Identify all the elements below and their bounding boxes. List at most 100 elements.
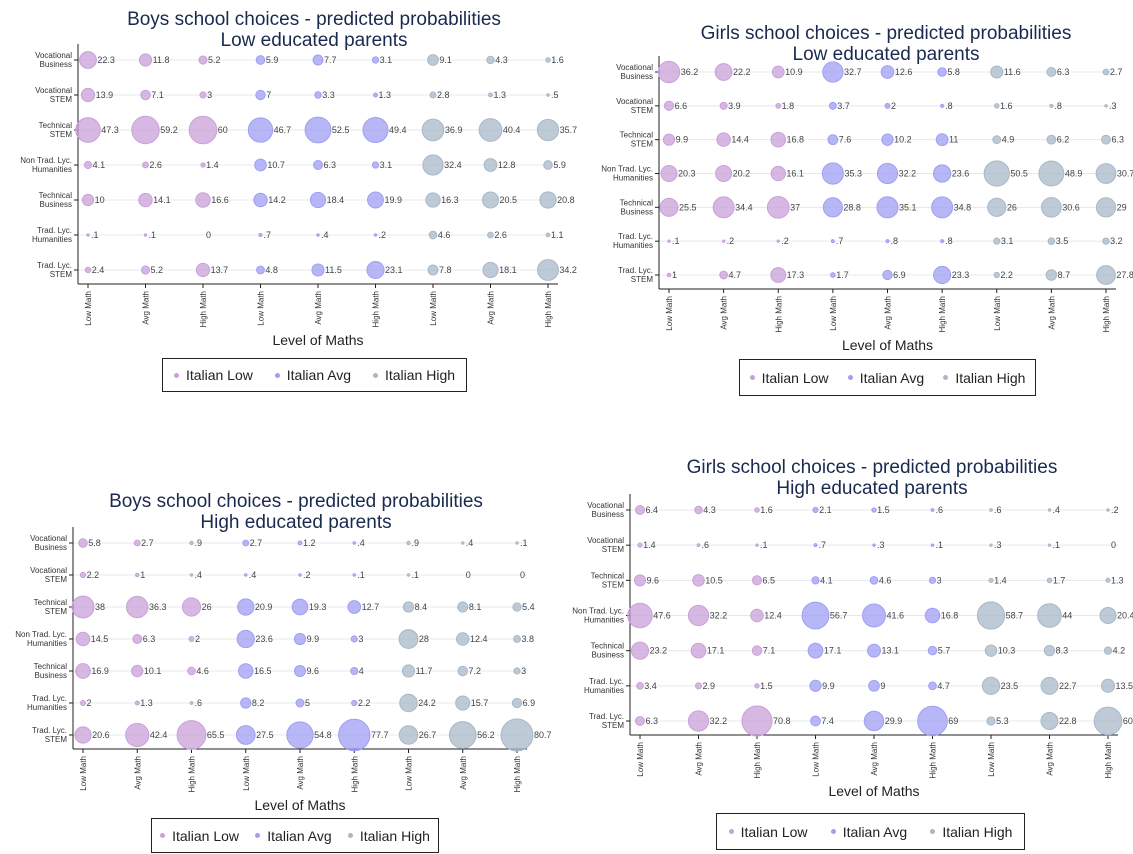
bubble-marker: [427, 264, 439, 276]
chart-panel-1: Boys school choices - predicted probabil…: [20, 9, 577, 348]
data-label: .2: [379, 230, 387, 240]
bubble-marker: [830, 239, 835, 244]
data-label: 1.6: [551, 55, 564, 65]
bubble-marker: [990, 65, 1004, 79]
bubble-marker: [80, 87, 96, 103]
data-label: .2: [781, 236, 789, 246]
chart-legend: Italian Low Italian Avg Italian High: [162, 358, 467, 392]
data-label: 8.1: [469, 602, 482, 612]
data-label: 20.5: [500, 195, 518, 205]
bubble-marker: [993, 237, 1001, 245]
data-label: 3.1: [380, 55, 393, 65]
bubble-marker: [712, 196, 735, 219]
data-label: 6.6: [675, 101, 688, 111]
data-label: .4: [321, 230, 329, 240]
bubble-marker: [755, 543, 759, 547]
bubble-marker: [822, 61, 844, 83]
data-label: 1.7: [1053, 575, 1066, 585]
chart-title: Boys school choices - predicted probabil…: [109, 491, 483, 512]
data-label: 17.1: [824, 646, 842, 656]
bubble-marker: [987, 197, 1007, 217]
bubble-marker: [1103, 646, 1113, 655]
bubble-marker: [801, 601, 830, 630]
bubble-marker: [1041, 196, 1062, 218]
data-label: 8.7: [1058, 270, 1071, 280]
bubble-marker: [238, 663, 254, 679]
data-label: 19.3: [309, 602, 327, 612]
data-label: .1: [412, 570, 420, 580]
x-tick-label: Avg Math: [459, 756, 468, 790]
data-label: 1.4: [643, 540, 656, 550]
chart-legend: Italian Low Italian Avg Italian High: [151, 818, 439, 853]
bubble-marker: [75, 117, 101, 143]
data-label: 23.3: [952, 270, 970, 280]
legend-label: Italian Avg: [842, 823, 908, 840]
bubble-marker: [1043, 645, 1056, 657]
bubble-marker: [367, 191, 384, 209]
data-label: .2: [727, 236, 735, 246]
bubble-marker: [402, 601, 415, 613]
legend-marker-icon: [173, 372, 179, 378]
bubble-marker: [1038, 160, 1065, 187]
bubble-marker: [487, 231, 494, 239]
data-label: .4: [249, 570, 257, 580]
data-label: 6.5: [763, 575, 776, 585]
data-label: .8: [945, 101, 953, 111]
bubble-marker: [546, 93, 550, 97]
bubble-marker: [140, 265, 151, 275]
data-label: 65.5: [207, 730, 225, 740]
bubble-marker: [362, 116, 389, 144]
bubble-marker: [295, 698, 305, 708]
bubble-marker: [869, 576, 879, 585]
data-label: 2.2: [1000, 270, 1013, 280]
bubble-marker: [930, 543, 935, 547]
y-tick-label: Trad. Lyc. STEM: [37, 261, 72, 279]
data-label: 4.6: [438, 230, 451, 240]
data-label: 13.5: [1116, 681, 1133, 691]
bubble-marker: [690, 642, 707, 659]
data-label: 16.5: [254, 666, 272, 676]
bubble-marker: [255, 89, 266, 101]
data-label: 4.1: [93, 160, 106, 170]
data-label: 34.4: [735, 202, 753, 212]
data-label: 27.5: [256, 730, 274, 740]
data-label: 6.2: [1057, 135, 1070, 145]
data-label: 19.9: [384, 195, 402, 205]
data-label: 16.8: [787, 135, 805, 145]
data-label: 1.3: [140, 698, 153, 708]
bubble-marker: [373, 233, 378, 237]
bubble-marker: [1102, 68, 1110, 76]
data-label: 58.7: [1006, 611, 1024, 621]
data-label: 13.1: [881, 646, 899, 656]
x-tick-label: Avg Math: [720, 296, 729, 330]
data-label: 1.5: [877, 505, 890, 515]
data-label: 1.3: [1111, 575, 1124, 585]
bubble-marker: [545, 57, 551, 63]
bubble-marker: [636, 682, 644, 690]
bubble-marker: [338, 718, 371, 752]
data-label: 22.8: [1059, 716, 1077, 726]
legend-label: Italian High: [359, 827, 430, 844]
data-label: 11: [949, 135, 958, 145]
data-label: 20.3: [678, 169, 696, 179]
bubble-marker: [237, 598, 255, 616]
data-label: 2: [891, 101, 896, 111]
x-tick-label: Avg Math: [133, 756, 142, 790]
bubble-marker: [142, 161, 149, 169]
bubble-marker: [983, 160, 1010, 187]
data-label: 15.7: [471, 698, 489, 708]
x-tick-label: Low Math: [405, 756, 414, 791]
bubble-marker: [140, 89, 151, 101]
bubble-marker: [126, 595, 149, 619]
bubble-marker: [304, 116, 332, 144]
data-label: 4.7: [728, 270, 741, 280]
data-label: 3: [521, 666, 526, 676]
bubble-marker: [1106, 508, 1110, 512]
legend-label: Italian High: [384, 367, 456, 383]
bubble-marker: [666, 272, 672, 278]
bubble-marker: [880, 65, 895, 79]
legend-label: Italian Low: [761, 369, 829, 386]
bubble-marker: [199, 91, 207, 99]
data-label: 7.7: [324, 55, 337, 65]
data-label: 1.2: [303, 538, 316, 548]
